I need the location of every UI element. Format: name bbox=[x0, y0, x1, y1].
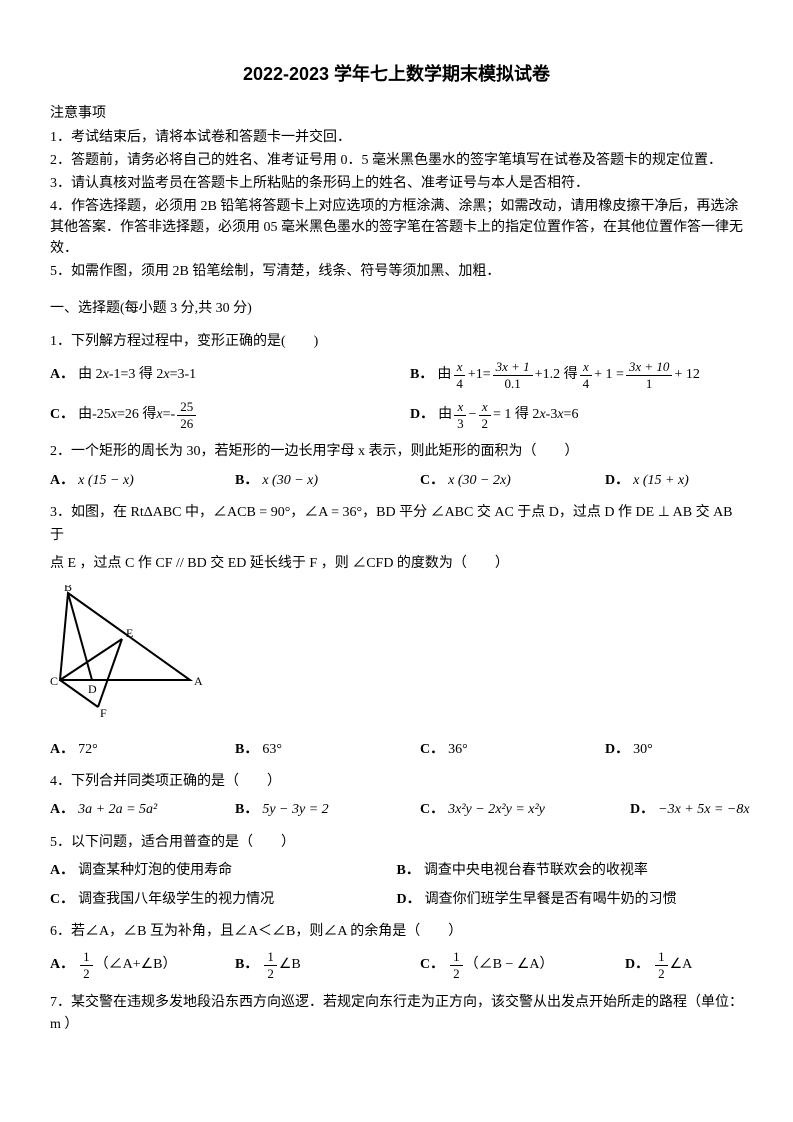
q1-d-text: 由 x3 − x2 = 1 得 2x-3x=6 bbox=[438, 399, 578, 431]
pt-b: B bbox=[64, 585, 72, 594]
notice-item-5: 5．如需作图，须用 2B 铅笔绘制，写清楚，线条、符号等须加黑、加粗． bbox=[50, 261, 743, 282]
q5-d: D．调查你们班学生早餐是否有喝牛奶的习惯 bbox=[397, 889, 724, 911]
q5-b: B．调查中央电视台春节联欢会的收视率 bbox=[397, 860, 724, 882]
q6-b: B． 12 ∠B bbox=[235, 949, 400, 981]
pt-f: F bbox=[100, 706, 107, 720]
q1-row2: C． 由-25x=26 得 x=- 2526 D． 由 x3 − x2 = 1 … bbox=[50, 399, 743, 431]
q2-c: C．x (30 − 2x) bbox=[420, 470, 585, 492]
notice-header: 注意事项 bbox=[50, 103, 743, 125]
pt-e: E bbox=[126, 626, 133, 640]
q5-row1: A．调查某种灯泡的使用寿命 B．调查中央电视台春节联欢会的收视率 bbox=[50, 860, 743, 882]
q4-options: A．3a + 2a = 5a² B．5y − 3y = 2 C．3x²y − 2… bbox=[50, 799, 743, 821]
q5-c: C．调查我国八年级学生的视力情况 bbox=[50, 889, 377, 911]
q2-b: B．x (30 − x) bbox=[235, 470, 400, 492]
page-title: 2022-2023 学年七上数学期末模拟试卷 bbox=[50, 60, 743, 89]
q3-d: D．30° bbox=[605, 739, 770, 761]
q2-a: A．x (15 − x) bbox=[50, 470, 215, 492]
q3-b: B．63° bbox=[235, 739, 400, 761]
q6-stem: 6．若∠A，∠B 互为补角，且∠A＜∠B，则∠A 的余角是（ ） bbox=[50, 921, 743, 943]
q2-stem: 2．一个矩形的周长为 30，若矩形的一边长用字母 x 表示，则此矩形的面积为（ … bbox=[50, 441, 743, 463]
q2-options: A．x (15 − x) B．x (30 − x) C．x (30 − 2x) … bbox=[50, 470, 743, 492]
q1-option-b: B． 由 x4 +1= 3x + 10.1 +1.2 得 x4 + 1 = 3x… bbox=[410, 359, 700, 391]
pt-d: D bbox=[88, 682, 97, 696]
label-a: A． bbox=[50, 364, 74, 386]
q3-stem-1: 3．如图，在 RtΔABC 中，∠ACB = 90°，∠A = 36°，BD 平… bbox=[50, 502, 743, 547]
triangle-diagram: B C A D E F bbox=[50, 585, 210, 720]
q5-a: A．调查某种灯泡的使用寿命 bbox=[50, 860, 377, 882]
q4-d: D．−3x + 5x = −8x bbox=[630, 799, 750, 821]
q2-d: D．x (15 + x) bbox=[605, 470, 770, 492]
q3-stem-2: 点 E ，过点 C 作 CF // BD 交 ED 延长线于 F ，则 ∠CFD… bbox=[50, 553, 743, 575]
q3-c: C．36° bbox=[420, 739, 585, 761]
q6-d: D． 12 ∠A bbox=[625, 949, 692, 981]
notice-item-2: 2．答题前，请务必将自己的姓名、准考证号用 0．5 毫米黑色墨水的签字笔填写在试… bbox=[50, 150, 743, 171]
notice-item-4: 4．作答选择题，必须用 2B 铅笔将答题卡上对应选项的方框涂满、涂黑；如需改动，… bbox=[50, 196, 743, 259]
q5-row2: C．调查我国八年级学生的视力情况 D．调查你们班学生早餐是否有喝牛奶的习惯 bbox=[50, 889, 743, 911]
label-d: D． bbox=[410, 404, 434, 426]
q1-option-c: C． 由-25x=26 得 x=- 2526 bbox=[50, 399, 390, 431]
q1-c-text: 由-25x=26 得 x=- 2526 bbox=[78, 399, 198, 431]
notice-item-3: 3．请认真核对监考员在答题卡上所粘贴的条形码上的姓名、准考证号与本人是否相符． bbox=[50, 173, 743, 194]
q7-stem: 7．某交警在违规多发地段沿东西方向巡逻．若规定向东行走为正方向，该交警从出发点开… bbox=[50, 992, 743, 1037]
q1-b-text: 由 x4 +1= 3x + 10.1 +1.2 得 x4 + 1 = 3x + … bbox=[437, 359, 700, 391]
q1-a-text: 由 2x-1=3 得 2x=3-1 bbox=[78, 364, 196, 386]
q4-stem: 4．下列合并同类项正确的是（ ） bbox=[50, 771, 743, 793]
q4-b: B．5y − 3y = 2 bbox=[235, 799, 400, 821]
q3-a: A．72° bbox=[50, 739, 215, 761]
q1-row1: A． 由 2x-1=3 得 2x=3-1 B． 由 x4 +1= 3x + 10… bbox=[50, 359, 743, 391]
q5-stem: 5．以下问题，适合用普查的是（ ） bbox=[50, 832, 743, 854]
label-b: B． bbox=[410, 364, 433, 386]
q6-c: C． 12 （∠B − ∠A） bbox=[420, 949, 605, 981]
q1-stem: 1．下列解方程过程中，变形正确的是( ) bbox=[50, 331, 743, 353]
section1-header: 一、选择题(每小题 3 分,共 30 分) bbox=[50, 298, 743, 320]
pt-a: A bbox=[194, 674, 203, 688]
label-c: C． bbox=[50, 404, 74, 426]
pt-c: C bbox=[50, 674, 58, 688]
notice-item-1: 1．考试结束后，请将本试卷和答题卡一并交回． bbox=[50, 127, 743, 148]
q1-option-d: D． 由 x3 − x2 = 1 得 2x-3x=6 bbox=[410, 399, 578, 431]
q3-options: A．72° B．63° C．36° D．30° bbox=[50, 739, 743, 761]
q6-a: A． 12 （∠A+∠B） bbox=[50, 949, 215, 981]
q6-options: A． 12 （∠A+∠B） B． 12 ∠B C． 12 （∠B − ∠A） D… bbox=[50, 949, 743, 981]
q4-a: A．3a + 2a = 5a² bbox=[50, 799, 215, 821]
q1-option-a: A． 由 2x-1=3 得 2x=3-1 bbox=[50, 364, 390, 386]
q4-c: C．3x²y − 2x²y = x²y bbox=[420, 799, 610, 821]
q3-figure: B C A D E F bbox=[50, 585, 743, 728]
